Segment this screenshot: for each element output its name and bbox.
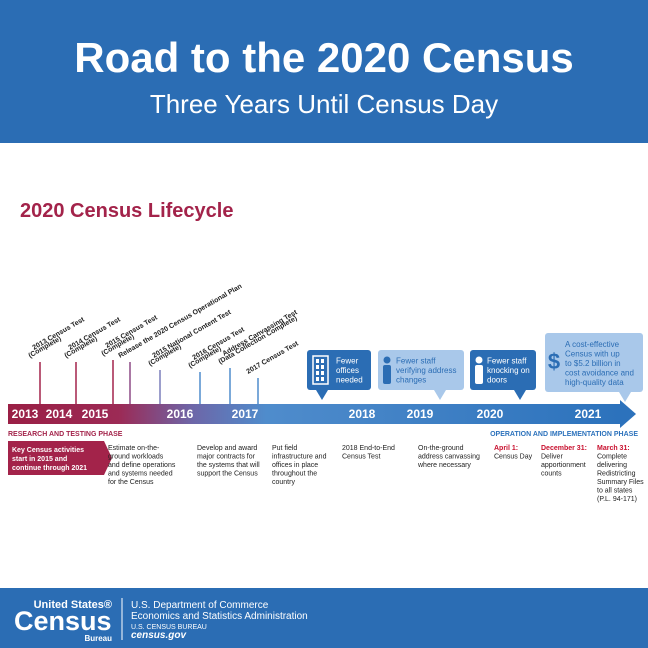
phase-label: OPERATION AND IMPLEMENTATION PHASE	[490, 431, 638, 438]
person-icon	[475, 356, 483, 364]
activity-text: Summary Files	[597, 479, 644, 486]
building-window	[316, 371, 319, 375]
activity-text: (P.L. 94-171)	[597, 496, 637, 503]
activity-text: address canvassing	[418, 454, 480, 461]
callout-text: needed	[336, 376, 363, 385]
footer-band	[0, 588, 648, 648]
callout-pointer	[316, 390, 328, 400]
year-label: 2017	[232, 407, 259, 421]
callout-text: high-quality data	[565, 378, 624, 387]
callout-pointer	[434, 390, 446, 400]
title: Road to the 2020 Census	[74, 34, 573, 81]
key-note: Key Census activities	[12, 447, 84, 454]
callout-box	[545, 333, 643, 392]
year-label: 2019	[407, 407, 434, 421]
person-icon	[383, 365, 391, 384]
key-note-box	[8, 441, 112, 475]
footer-url: census.gov	[131, 630, 187, 641]
year-label: 2016	[167, 407, 194, 421]
activity-date: December 31:	[541, 445, 587, 452]
activity-text: the systems that will	[197, 462, 260, 469]
year-label: 2013	[12, 407, 39, 421]
callout-text: A cost-effective	[565, 340, 620, 349]
activity-date: March 31:	[597, 445, 630, 452]
callout-pointer	[619, 392, 631, 402]
activity-text: support the Census	[197, 471, 258, 478]
logo-main: Census	[14, 606, 112, 636]
activity-text: throughout the	[272, 471, 317, 478]
timeline-arrow	[620, 400, 636, 428]
callout-text: doors	[487, 376, 507, 385]
callout-icon: $	[548, 349, 560, 374]
callout-box	[378, 350, 464, 390]
building-window	[321, 377, 324, 381]
person-icon	[475, 365, 483, 384]
callout-text: Census with up	[565, 350, 620, 359]
activity-text: Census Test	[342, 454, 380, 461]
building-icon	[312, 355, 329, 385]
activity-text: Put field	[272, 445, 297, 452]
callout-text: Fewer staff	[396, 357, 436, 366]
activity-text: major contracts for	[197, 454, 256, 461]
activity-text: Redistricting	[597, 471, 636, 478]
callout-text: Fewer staff	[487, 357, 527, 366]
activity-text: 2018 End-to-End	[342, 445, 395, 452]
activity-text: to all states	[597, 488, 633, 495]
footer-text: Economics and Statistics Administration	[131, 611, 308, 622]
activity-text: counts	[541, 471, 562, 478]
year-label: 2020	[477, 407, 504, 421]
logo-bottom: Bureau	[84, 634, 112, 643]
activity-text: delivering	[597, 462, 627, 469]
section-title: 2020 Census Lifecycle	[20, 200, 233, 222]
timeline-bar	[8, 404, 622, 424]
callout-text: changes	[396, 376, 426, 385]
phase-label: RESEARCH AND TESTING PHASE	[8, 431, 123, 438]
activity-text: Complete	[597, 454, 627, 461]
building-window	[321, 365, 324, 369]
activity-text: Develop and award	[197, 445, 257, 452]
footer-text: U.S. CENSUS BUREAU	[131, 624, 207, 631]
key-note: continue through 2021	[12, 465, 87, 472]
building-window	[316, 377, 319, 381]
year-label: 2014	[46, 407, 73, 421]
activity-text: country	[272, 479, 295, 486]
year-label: 2021	[575, 407, 602, 421]
activity-text: On-the-ground	[418, 445, 464, 452]
building-window	[321, 359, 324, 363]
activity-text: and define operations	[108, 462, 176, 469]
year-label: 2018	[349, 407, 376, 421]
callout-text: to $5.2 billion in	[565, 359, 621, 368]
activity-text: where necessary	[417, 462, 471, 469]
building-window	[316, 365, 319, 369]
activity-text: and systems needed	[108, 471, 173, 478]
callout-text: verifying address	[396, 366, 456, 375]
building-window	[316, 359, 319, 363]
footer-text: U.S. Department of Commerce	[131, 600, 269, 611]
callout-text: offices	[336, 366, 359, 375]
activity-text: Deliver	[541, 454, 563, 461]
activity-text: for the Census	[108, 479, 154, 486]
activity-text: infrastructure and	[272, 454, 327, 461]
callout-text: cost avoidance and	[565, 369, 634, 378]
person-icon	[383, 356, 391, 364]
activity-text: Census Day	[494, 454, 533, 461]
activity-text: ground workloads	[108, 454, 164, 461]
key-note: start in 2015 and	[12, 456, 67, 463]
activity-text: Estimate on-the-	[108, 445, 160, 452]
building-window	[321, 371, 324, 375]
callout-text: knocking on	[487, 366, 530, 375]
header-band	[0, 0, 648, 143]
activity-text: apportionment	[541, 462, 586, 469]
callout-box	[470, 350, 536, 390]
activity-date: April 1:	[494, 445, 518, 452]
activity-text: offices in place	[272, 462, 318, 469]
logo-top: United States®	[34, 599, 112, 611]
callout-pointer	[514, 390, 526, 400]
year-label: 2015	[82, 407, 109, 421]
subtitle: Three Years Until Census Day	[150, 89, 498, 119]
callout-text: Fewer	[336, 357, 359, 366]
